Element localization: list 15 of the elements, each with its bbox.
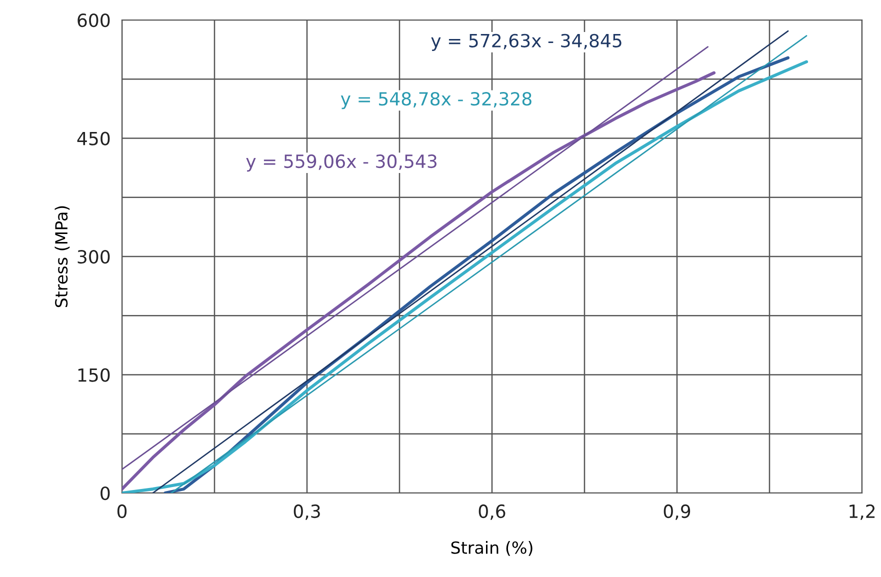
y-tick-label: 150 xyxy=(78,368,110,382)
y-tick-label: 0 xyxy=(100,486,110,500)
x-tick-label: 0,3 xyxy=(294,504,320,520)
x-axis-title: Strain (%) xyxy=(451,541,532,556)
annotation: y = 572,63x - 34,845 xyxy=(431,34,622,51)
annotation: y = 548,78x - 32,328 xyxy=(340,92,532,110)
y-tick-label: 300 xyxy=(78,250,110,264)
y-axis-title: Stress (MPa) xyxy=(54,206,70,308)
x-tick-label: 0,6 xyxy=(478,504,506,520)
x-tick-label: 1,2 xyxy=(850,504,875,520)
x-tick-label: 0,9 xyxy=(664,504,690,520)
x-tick-label: 0 xyxy=(117,504,127,518)
y-tick-label: 600 xyxy=(78,13,110,28)
annotation: y = 559,06x - 30,543 xyxy=(246,154,436,172)
y-tick-label: 450 xyxy=(77,132,110,146)
